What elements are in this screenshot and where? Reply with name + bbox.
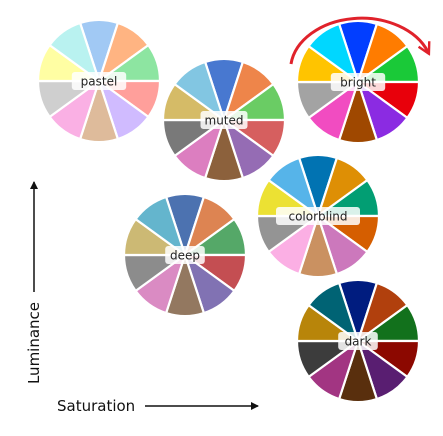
palette-wheels: pastel muted bright colorblind deep dark [36, 18, 421, 404]
palette-label-box-pastel [71, 72, 127, 90]
palette-label-box-colorblind [276, 207, 360, 225]
palette-label-dark: dark [345, 335, 372, 349]
wedge-muted-9 [173, 60, 227, 123]
palette-wheel-dark: dark [295, 278, 421, 404]
wedge-bright-9 [307, 22, 361, 85]
palette-wheel-colorblind: colorblind [255, 153, 381, 279]
luminance-axis-label: Luminance [25, 302, 43, 384]
palette-label-pastel: pastel [81, 75, 118, 89]
palette-label-bright: bright [340, 76, 376, 90]
palette-label-box-muted [200, 111, 248, 129]
palette-label-box-bright [330, 73, 386, 91]
palette-label-deep: deep [170, 249, 200, 263]
palette-wheel-deep: deep [122, 192, 248, 318]
saturation-axis-label: Saturation [57, 397, 135, 415]
highlight-arc-arrow [289, 16, 428, 65]
wedge-colorblind-9 [267, 156, 321, 219]
palette-label-muted: muted [205, 114, 244, 128]
palette-wheel-muted: muted [161, 57, 287, 183]
wedge-deep-9 [134, 195, 188, 258]
wedge-dark-9 [307, 281, 361, 344]
palette-label-box-dark [338, 332, 378, 350]
palette-label-box-deep [165, 246, 205, 264]
palette-label-colorblind: colorblind [288, 210, 347, 224]
wedge-pastel-9 [48, 21, 102, 84]
palette-wheel-bright: bright [295, 19, 421, 145]
palette-wheel-pastel: pastel [36, 18, 162, 144]
